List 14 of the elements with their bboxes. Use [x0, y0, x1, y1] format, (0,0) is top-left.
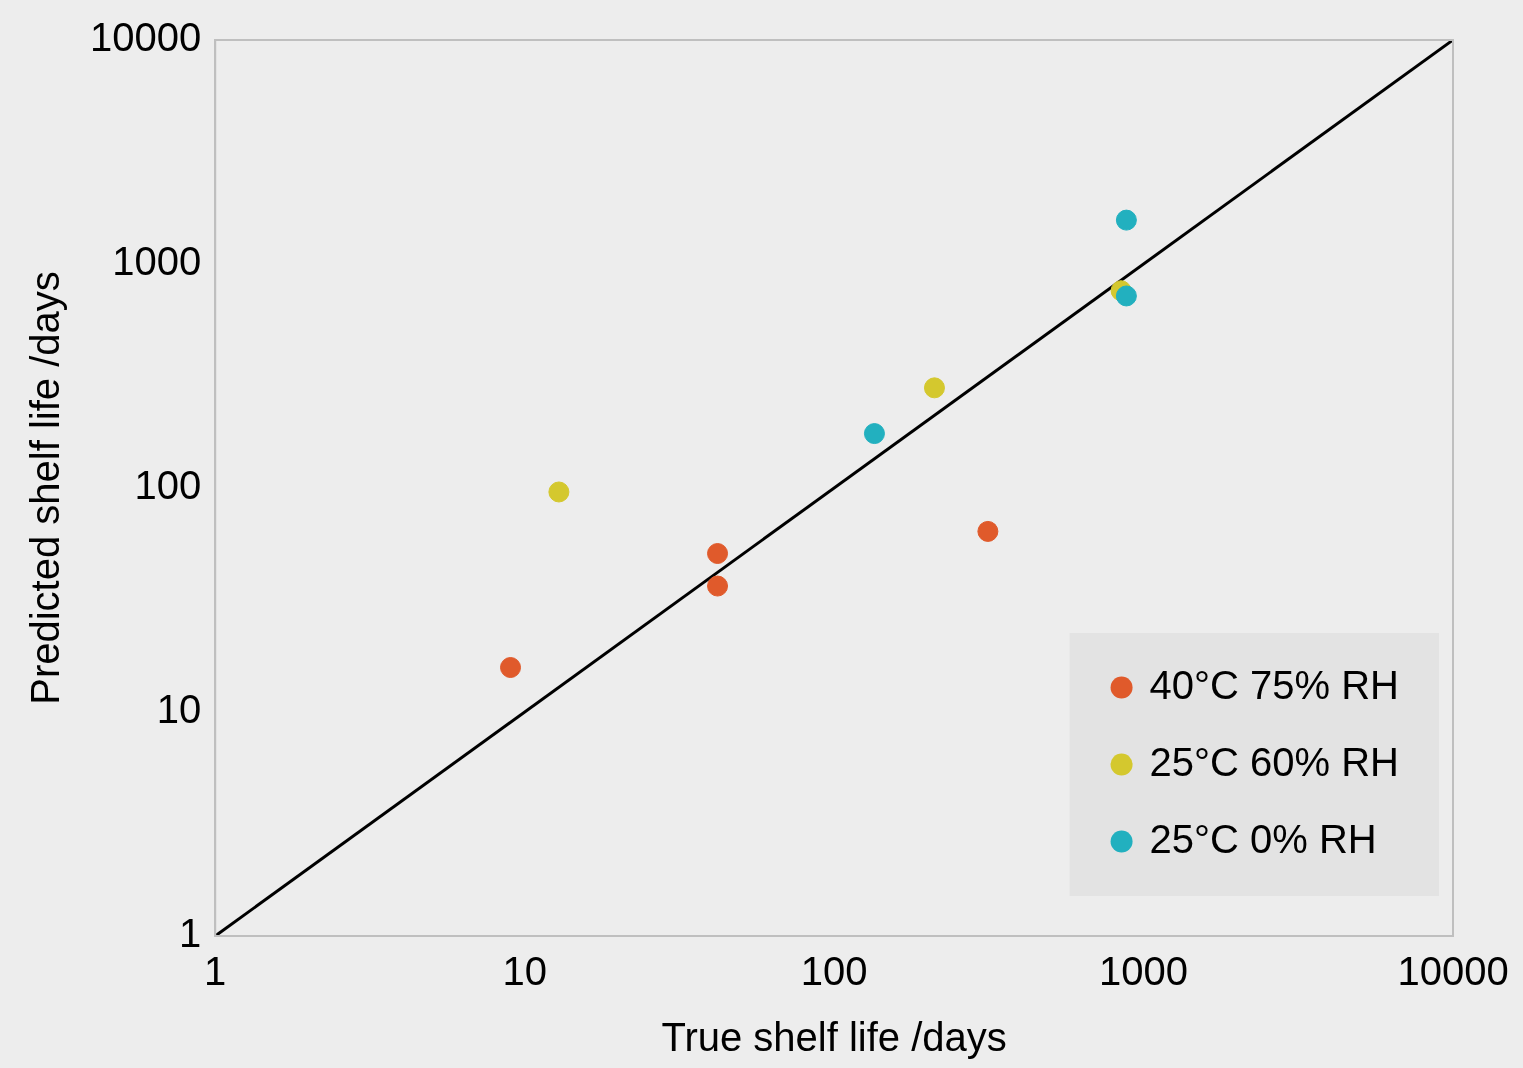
legend-label: 25°C 0% RH [1149, 816, 1377, 861]
x-tick-label: 10 [502, 949, 547, 994]
y-tick-label: 100 [134, 463, 202, 508]
y-tick-label: 10 [156, 687, 202, 732]
x-axis-title: True shelf life /days [661, 1015, 1007, 1060]
y-tick-label: 1 [178, 911, 202, 956]
x-tick-label: 10000 [1397, 949, 1509, 994]
x-tick-label: 100 [800, 949, 868, 994]
y-axis-title: Predicted shelf life /days [23, 271, 68, 705]
y-tick-label: 1000 [112, 239, 202, 284]
legend-label: 25°C 60% RH [1149, 739, 1399, 784]
x-tick-label: 1000 [1099, 949, 1189, 994]
legend-label: 40°C 75% RH [1149, 662, 1399, 707]
y-tick-label: 10000 [90, 15, 202, 60]
